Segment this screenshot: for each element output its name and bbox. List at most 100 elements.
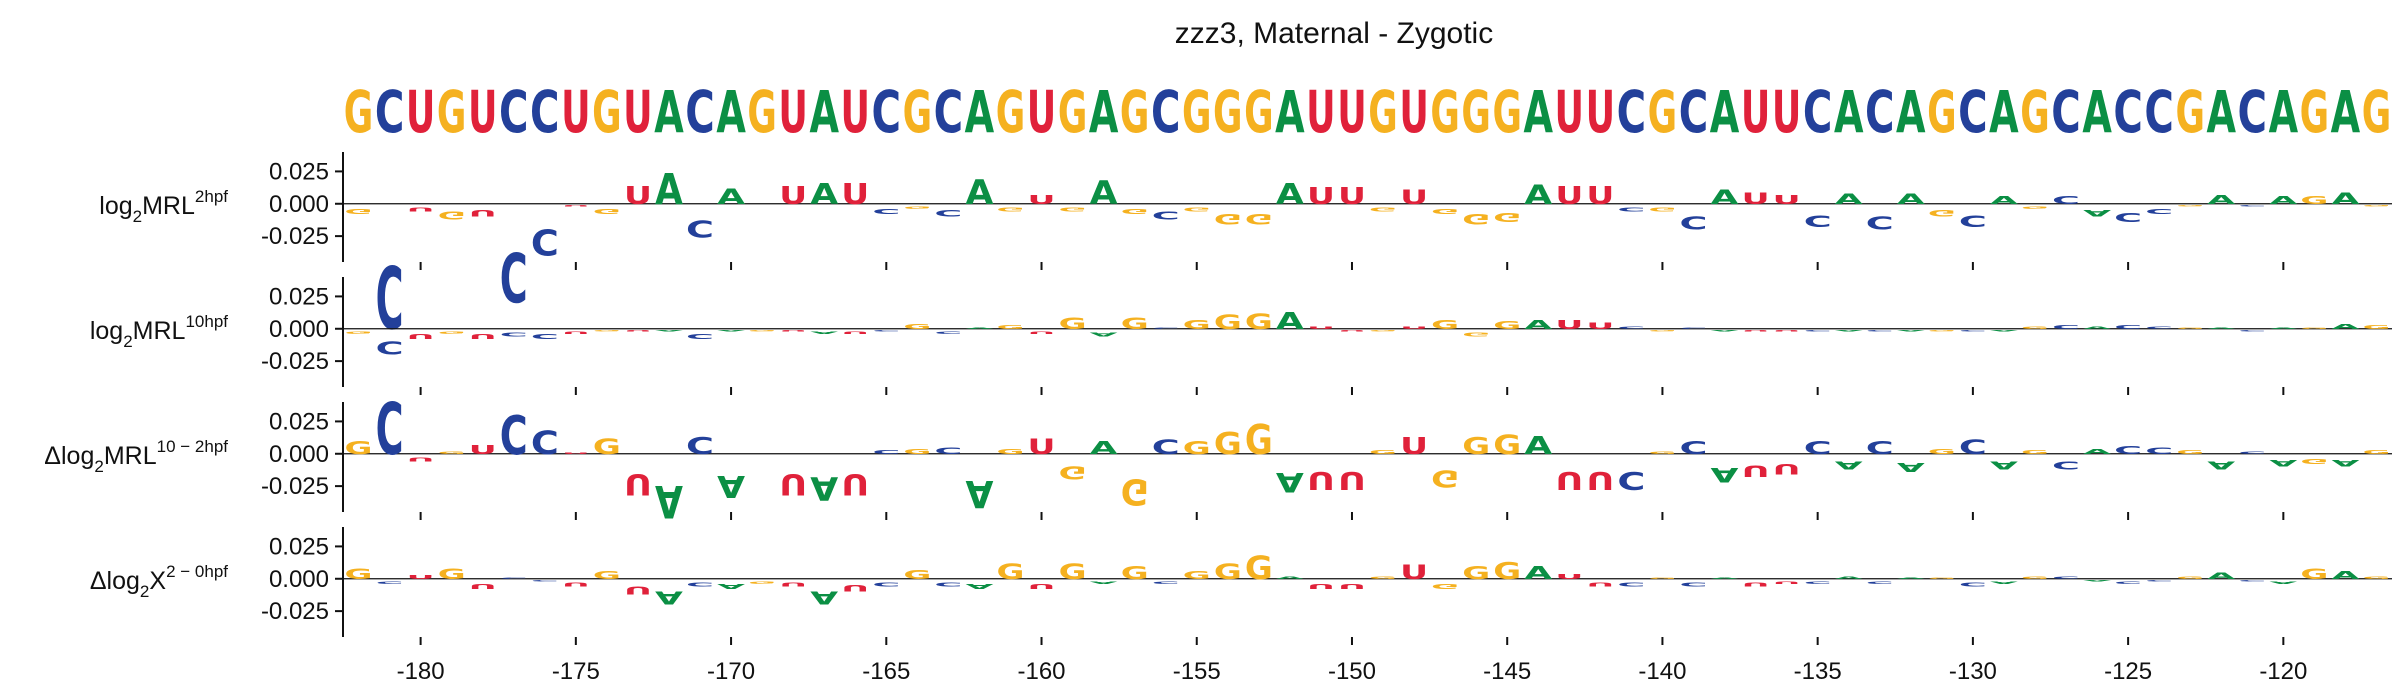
sequence-letter: G (2300, 78, 2329, 146)
logo-letter: U (1773, 192, 1801, 206)
svg-text:G: G (1245, 550, 1273, 587)
svg-text:G: G (345, 330, 373, 334)
logo-letter: C (1804, 438, 1832, 459)
sequence-letter: U (1027, 78, 1056, 146)
svg-text:U: U (1742, 330, 1770, 332)
sequence-letter: G (1120, 78, 1149, 146)
svg-text:C: C (2114, 324, 2142, 330)
svg-text:C: C (2052, 324, 2080, 330)
sequence-letter: C (1803, 78, 1832, 146)
logo-letter: A (1090, 438, 1119, 459)
logo-letter: C (1959, 212, 1987, 231)
y-tick-label: -0.025 (261, 223, 329, 250)
svg-text:G: G (438, 565, 466, 582)
logo-letter: G (2176, 327, 2204, 329)
svg-text:G: G (1431, 582, 1459, 590)
svg-text:A: A (1711, 463, 1739, 486)
logo-letter: G (1431, 317, 1459, 331)
logo-letter: G (1431, 582, 1459, 590)
svg-text:G: G (997, 206, 1025, 212)
svg-text:A: A (810, 330, 838, 334)
logo-letter: G (2363, 205, 2391, 207)
logo-letter: A (1835, 576, 1863, 580)
sequence-letter: G (1244, 78, 1273, 146)
logo-letter: C (1152, 436, 1180, 459)
logo-letter: G (345, 207, 373, 215)
logo-letter: G (1059, 462, 1087, 483)
svg-text:A: A (2331, 189, 2359, 208)
x-tick-label: -130 (1949, 658, 1997, 685)
logo-letter: C (686, 332, 714, 340)
logo-letter: U (1338, 330, 1366, 332)
logo-letter: A (655, 475, 683, 527)
logo-letter: A (1990, 194, 2018, 206)
svg-text:A: A (2269, 194, 2297, 206)
logo-letter: U (841, 330, 869, 334)
logo-letter: G (2021, 326, 2049, 330)
svg-text:C: C (2145, 446, 2173, 456)
svg-text:C: C (934, 208, 962, 218)
y-tick-label: 0.025 (269, 158, 329, 185)
logo-letter: G (1245, 550, 1273, 587)
logo-letter: C (2145, 207, 2173, 215)
svg-text:U: U (1555, 572, 1583, 580)
svg-text:G: G (1928, 330, 1956, 332)
svg-text:C: C (500, 236, 528, 314)
svg-text:G: G (2176, 449, 2204, 455)
logo-letter: G (1369, 206, 1397, 212)
logo-letter: U (1307, 183, 1335, 210)
svg-text:U: U (1028, 582, 1056, 590)
sequence-letter: C (1958, 78, 1987, 146)
sequence-letter: G (592, 78, 621, 146)
svg-text:A: A (2331, 458, 2359, 468)
logo-letter: C (531, 332, 559, 340)
svg-text:A: A (1090, 175, 1118, 212)
svg-text:C: C (500, 404, 528, 467)
logo-letter: A (810, 177, 838, 210)
svg-text:G: G (1648, 206, 1676, 212)
logo-letter: U (624, 330, 652, 332)
logo-letter: U (1307, 326, 1335, 330)
logo-letter: G (2300, 565, 2328, 582)
logo-letter: C (2145, 446, 2173, 456)
x-tick-label: -145 (1483, 658, 1531, 685)
svg-text:A: A (717, 469, 745, 504)
sequence-letter: A (2331, 78, 2361, 146)
logo-letter: C (1680, 438, 1708, 459)
svg-text:U: U (1338, 582, 1366, 590)
svg-text:U: U (779, 330, 807, 332)
logo-letter: A (2083, 447, 2111, 455)
logo-letter: U (1028, 330, 1056, 334)
svg-text:U: U (469, 582, 497, 590)
svg-text:A: A (1524, 430, 1552, 460)
svg-text:C: C (1617, 326, 1645, 330)
y-tick-label: -0.025 (261, 348, 329, 375)
logo-letter: C (872, 449, 900, 455)
svg-text:C: C (1804, 580, 1832, 584)
logo-letter: C (1152, 209, 1180, 221)
panel-y-label: log2MRL2hpf (99, 187, 228, 226)
svg-text:A: A (655, 165, 683, 215)
svg-text:C: C (934, 330, 962, 334)
svg-text:G: G (1121, 314, 1149, 333)
svg-text:G: G (997, 447, 1025, 455)
logo-letter: G (2300, 194, 2328, 206)
logo-letter: C (2114, 444, 2142, 456)
svg-text:U: U (562, 205, 590, 207)
logo-letter: G (1431, 465, 1459, 492)
svg-text:G: G (903, 205, 931, 209)
logo-letter: U (841, 468, 869, 501)
sequence-letter: U (1772, 78, 1801, 146)
sequence-letter: A (965, 78, 995, 146)
logo-letter: U (779, 581, 807, 587)
svg-text:G: G (1245, 310, 1273, 334)
svg-text:G: G (1462, 563, 1490, 584)
y-tick-label: 0.000 (269, 316, 329, 343)
svg-text:A: A (655, 587, 684, 608)
svg-text:G: G (1214, 311, 1242, 334)
svg-text:A: A (2207, 192, 2236, 206)
logo-letter: G (1245, 211, 1273, 228)
svg-text:G: G (593, 435, 621, 459)
svg-text:C: C (376, 388, 404, 471)
x-tick-label: -150 (1328, 658, 1376, 685)
